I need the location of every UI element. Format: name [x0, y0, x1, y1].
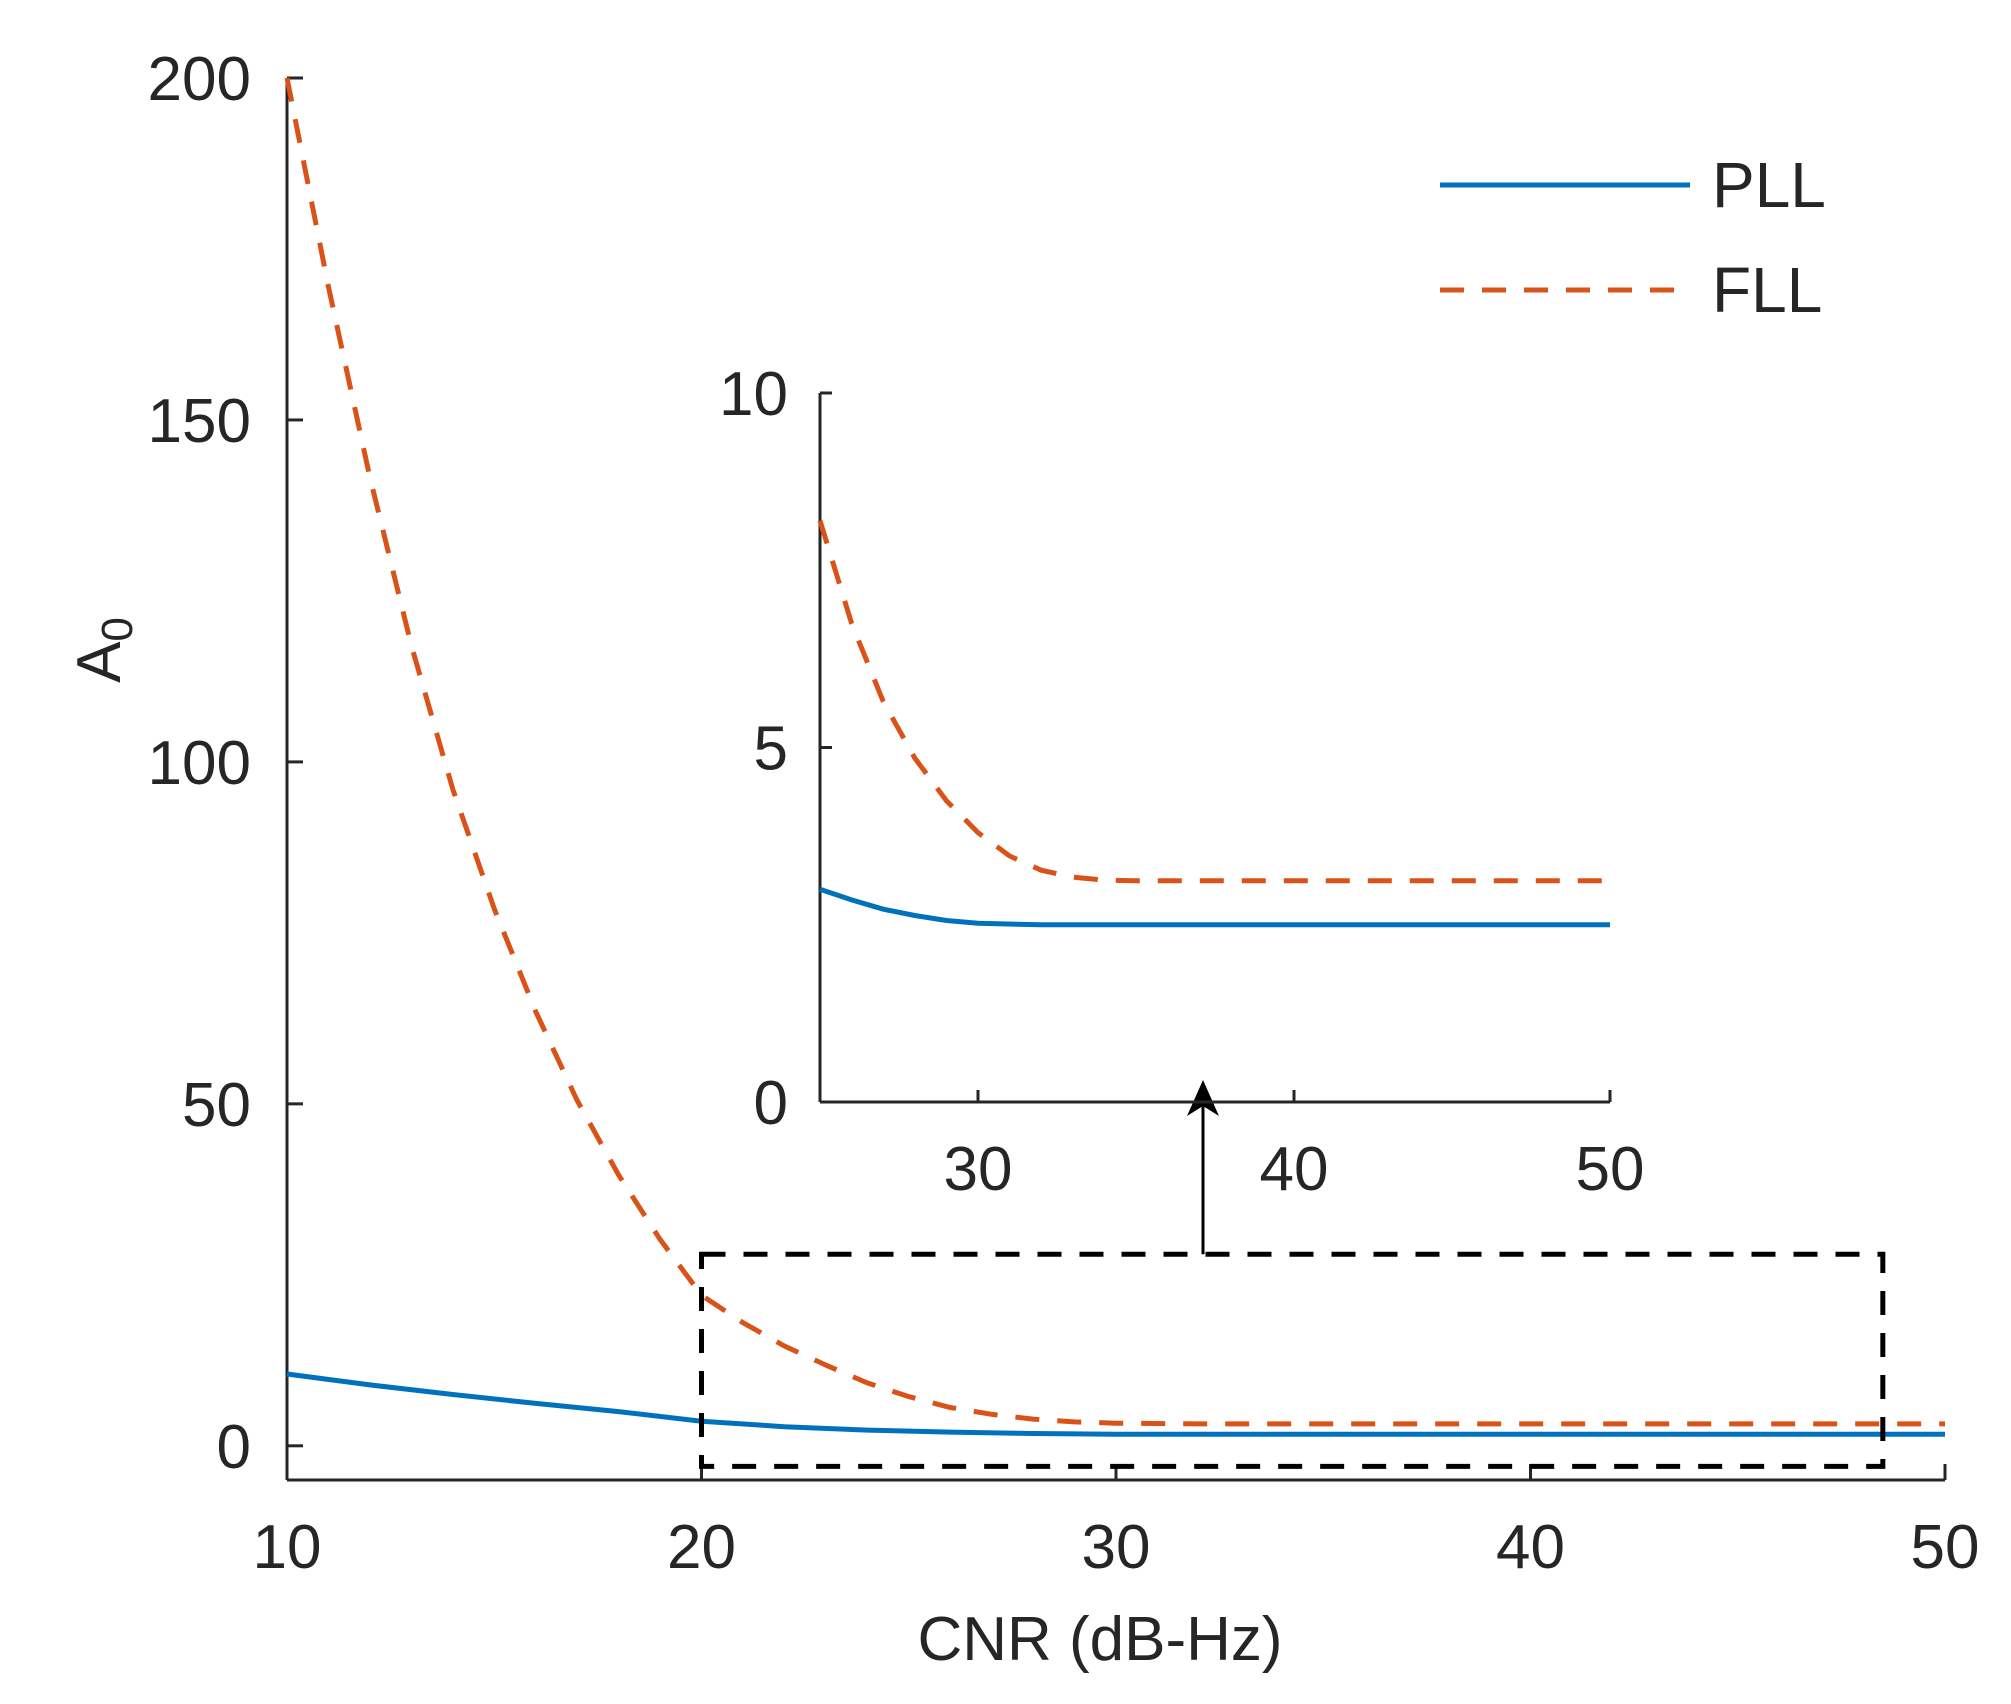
series-line-pll	[286, 1371, 1945, 1437]
y-axis-title-subscript: 0	[93, 617, 142, 641]
legend-label-pll: PLL	[1712, 149, 1826, 221]
inset-series	[817, 519, 1610, 928]
main-series	[284, 77, 1945, 1437]
x-tick-label: 50	[1911, 1513, 1980, 1582]
y-axis-title: A0	[65, 617, 142, 683]
zoom-box	[699, 1251, 1886, 1469]
inset-series-line-fll	[817, 519, 1610, 884]
zoom-arrow-head	[1187, 1080, 1219, 1116]
y-axis-title-main: A	[65, 641, 134, 683]
inset-x-tick-label: 50	[1576, 1135, 1645, 1204]
x-tick-label: 30	[1082, 1513, 1151, 1582]
y-tick-label: 200	[148, 45, 251, 114]
zoom-indicator	[699, 1080, 1886, 1469]
legend-label-fll: FLL	[1712, 254, 1822, 326]
y-tick-label: 0	[217, 1413, 251, 1482]
x-axis-title: CNR (dB-Hz)	[917, 1605, 1282, 1674]
inset-x-tick-label: 30	[944, 1135, 1013, 1204]
x-tick-label: 40	[1496, 1513, 1565, 1582]
svg-text:A0: A0	[65, 617, 142, 683]
inset-x-tick-label: 40	[1260, 1135, 1329, 1204]
inset-series-line-pll	[819, 886, 1610, 928]
inset-y-tick-label: 10	[719, 360, 788, 429]
y-tick-label: 50	[182, 1071, 251, 1140]
x-tick-label: 10	[253, 1513, 322, 1582]
inset-y-tick-label: 5	[754, 715, 788, 784]
y-tick-label: 150	[148, 387, 251, 456]
x-tick-label: 20	[667, 1513, 736, 1582]
y-tick-label: 100	[148, 729, 251, 798]
legend: PLL FLL	[1440, 149, 1826, 326]
inset-y-tick-label: 0	[754, 1069, 788, 1138]
inset-axes: 30 40 50 0 5 10	[719, 360, 1644, 1204]
series-line-fll	[284, 77, 1945, 1427]
